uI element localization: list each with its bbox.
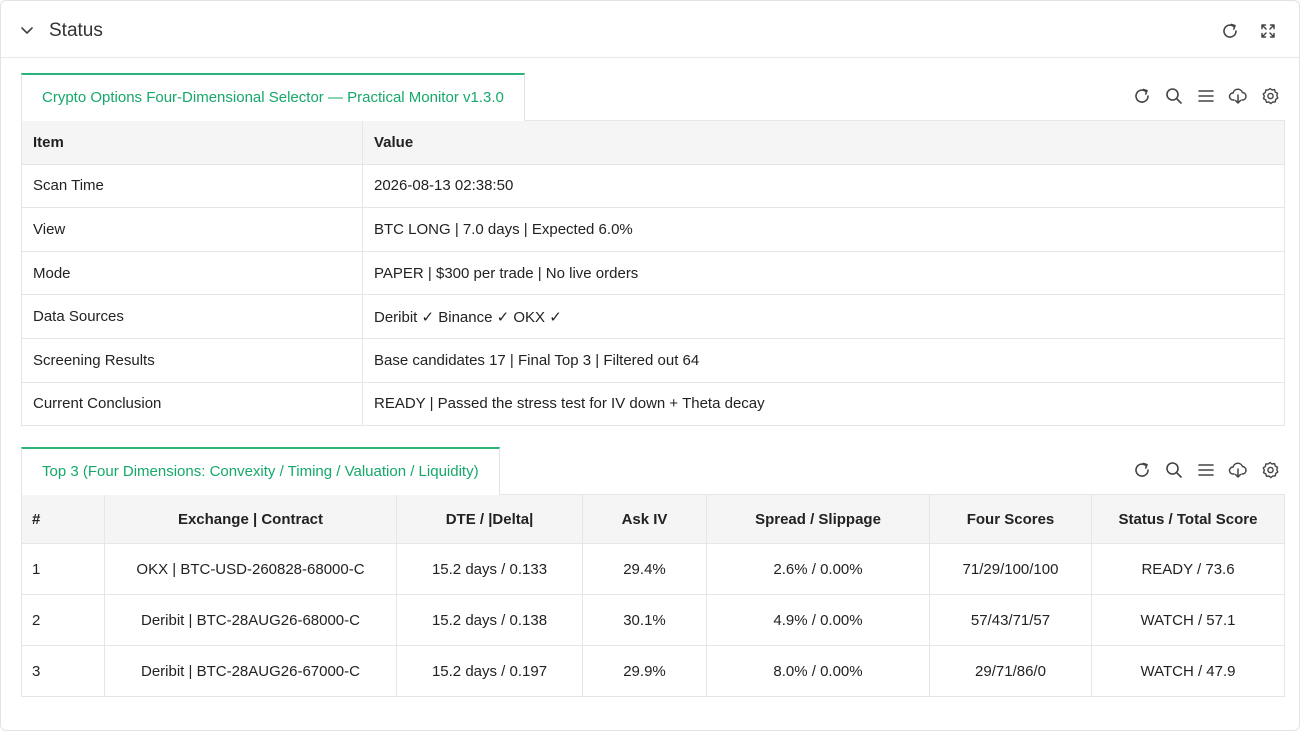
scores-cell: 71/29/100/100	[929, 543, 1092, 595]
search-icon[interactable]	[1164, 460, 1184, 480]
cloud-download-icon[interactable]	[1228, 460, 1248, 480]
chevron-down-icon[interactable]	[19, 22, 35, 38]
column-header: Value	[362, 120, 1285, 165]
refresh-icon[interactable]	[1132, 460, 1152, 480]
settings-icon[interactable]	[1260, 460, 1280, 480]
column-header: Ask IV	[582, 494, 707, 544]
cloud-download-icon[interactable]	[1228, 86, 1248, 106]
rank-cell: 2	[21, 594, 105, 646]
dte-delta-cell: 15.2 days / 0.133	[396, 543, 583, 595]
column-header: #	[21, 494, 105, 544]
table-row: Screening Results Base candidates 17 | Fi…	[21, 337, 1285, 383]
table-row: 2 Deribit | BTC-28AUG26-68000-C 15.2 day…	[21, 594, 1285, 646]
spread-cell: 4.9% / 0.00%	[706, 594, 930, 646]
table-row: View BTC LONG | 7.0 days | Expected 6.0%	[21, 207, 1285, 252]
panel-header: Status	[1, 1, 1299, 58]
status-cell: READY / 73.6	[1091, 543, 1285, 595]
search-icon[interactable]	[1164, 86, 1184, 106]
list-icon[interactable]	[1196, 460, 1216, 480]
fullscreen-icon[interactable]	[1258, 21, 1278, 41]
contract-cell: OKX | BTC-USD-260828-68000-C	[104, 543, 397, 595]
dte-delta-cell: 15.2 days / 0.197	[396, 645, 583, 697]
settings-icon[interactable]	[1260, 86, 1280, 106]
column-header: Exchange | Contract	[104, 494, 397, 544]
rank-cell: 3	[21, 645, 105, 697]
value-cell: Deribit ✓ Binance ✓ OKX ✓	[362, 294, 1285, 339]
item-cell: Screening Results	[21, 337, 363, 383]
scores-cell: 57/43/71/57	[929, 594, 1092, 646]
refresh-icon[interactable]	[1220, 21, 1240, 41]
panel1-toolbar	[1132, 86, 1280, 106]
item-cell: Scan Time	[21, 163, 363, 209]
ask-iv-cell: 29.4%	[582, 543, 707, 595]
item-cell: Data Sources	[21, 294, 363, 339]
column-header: Item	[21, 120, 363, 165]
dte-delta-cell: 15.2 days / 0.138	[396, 594, 583, 646]
list-icon[interactable]	[1196, 86, 1216, 106]
table-row: Data Sources Deribit ✓ Binance ✓ OKX ✓	[21, 294, 1285, 339]
table-row: 1 OKX | BTC-USD-260828-68000-C 15.2 days…	[21, 543, 1285, 595]
status-cell: WATCH / 47.9	[1091, 645, 1285, 697]
item-cell: View	[21, 207, 363, 252]
table-header-row: # Exchange | Contract DTE / |Delta| Ask …	[21, 494, 1285, 544]
table-row: Scan Time 2026-08-13 02:38:50	[21, 163, 1285, 209]
scores-cell: 29/71/86/0	[929, 645, 1092, 697]
panel-title: Status	[49, 20, 103, 41]
tab-practical-monitor[interactable]: Crypto Options Four-Dimensional Selector…	[21, 73, 525, 121]
table-row: Mode PAPER | $300 per trade | No live ord…	[21, 250, 1285, 296]
panel2-toolbar	[1132, 460, 1280, 480]
tab-top-3[interactable]: Top 3 (Four Dimensions: Convexity / Timi…	[21, 447, 500, 495]
column-header: Spread / Slippage	[706, 494, 930, 544]
status-cell: WATCH / 57.1	[1091, 594, 1285, 646]
value-cell: 2026-08-13 02:38:50	[362, 163, 1285, 209]
item-cell: Current Conclusion	[21, 381, 363, 427]
value-cell: BTC LONG | 7.0 days | Expected 6.0%	[362, 207, 1285, 252]
column-header: Status / Total Score	[1091, 494, 1285, 544]
summary-table: Item Value Scan Time 2026-08-13 02:38:50 …	[21, 120, 1285, 427]
ask-iv-cell: 29.9%	[582, 645, 707, 697]
item-cell: Mode	[21, 250, 363, 296]
value-cell: READY | Passed the stress test for IV do…	[362, 381, 1285, 427]
value-cell: PAPER | $300 per trade | No live orders	[362, 250, 1285, 296]
column-header: DTE / |Delta|	[396, 494, 583, 544]
refresh-icon[interactable]	[1132, 86, 1152, 106]
spread-cell: 2.6% / 0.00%	[706, 543, 930, 595]
column-header: Four Scores	[929, 494, 1092, 544]
table-row: 3 Deribit | BTC-28AUG26-67000-C 15.2 day…	[21, 645, 1285, 697]
contract-cell: Deribit | BTC-28AUG26-68000-C	[104, 594, 397, 646]
ask-iv-cell: 30.1%	[582, 594, 707, 646]
contract-cell: Deribit | BTC-28AUG26-67000-C	[104, 645, 397, 697]
spread-cell: 8.0% / 0.00%	[706, 645, 930, 697]
table-row: Current Conclusion READY | Passed the str…	[21, 381, 1285, 427]
rank-cell: 1	[21, 543, 105, 595]
top3-table: # Exchange | Contract DTE / |Delta| Ask …	[21, 494, 1285, 697]
value-cell: Base candidates 17 | Final Top 3 | Filte…	[362, 337, 1285, 383]
table-header-row: Item Value	[21, 120, 1285, 165]
